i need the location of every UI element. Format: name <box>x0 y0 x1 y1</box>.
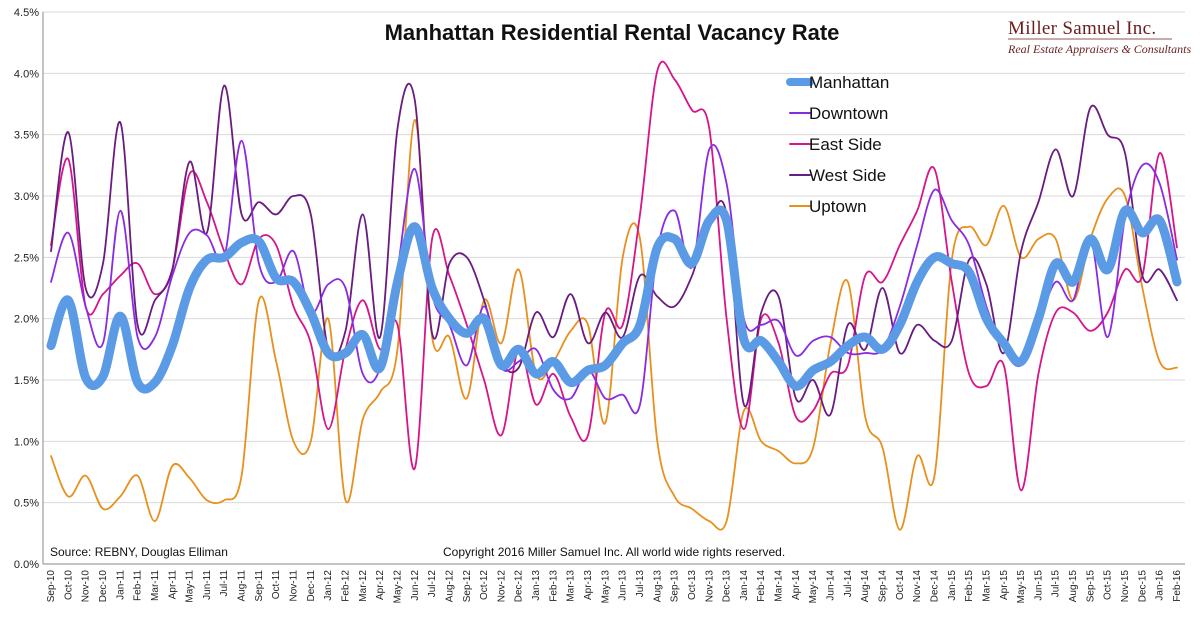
y-axis-ticks: 0.0% 0.5% 1.0% 1.5% 2.0% 2.5% 3.0% 3.5% 4.0% 4.5% <box>14 7 39 571</box>
x-tick-label: Dec-15 <box>1137 570 1148 603</box>
copyright-note: Copyright 2016 Miller Samuel Inc. All wo… <box>443 545 785 559</box>
x-tick-label: Dec-13 <box>722 570 733 603</box>
x-tick-label: Oct-12 <box>479 570 490 600</box>
x-tick-label: Feb-16 <box>1172 570 1183 602</box>
x-tick-label: Jun-15 <box>1033 570 1044 601</box>
x-tick-label: Sep-15 <box>1085 570 1096 603</box>
x-tick-label: Oct-14 <box>895 570 906 600</box>
x-tick-label: Jan-14 <box>739 570 750 601</box>
x-tick-label: Nov-11 <box>289 570 300 602</box>
x-tick-label: Nov-13 <box>704 570 715 603</box>
x-tick-label: Nov-12 <box>496 570 507 603</box>
x-tick-label: Nov-10 <box>81 570 92 603</box>
y-tick-label: 3.5% <box>14 130 39 142</box>
x-tick-label: Aug-14 <box>860 570 871 603</box>
y-tick-label: 2.5% <box>14 252 39 264</box>
x-tick-label: Jun-13 <box>618 570 629 601</box>
y-tick-label: 4.5% <box>14 7 39 19</box>
source-note: Source: REBNY, Douglas Elliman <box>50 545 228 559</box>
x-tick-label: Mar-14 <box>774 570 785 602</box>
x-tick-label: May-11 <box>185 570 196 603</box>
x-tick-label: May-12 <box>392 570 403 604</box>
x-tick-label: Jul-12 <box>427 570 438 598</box>
x-tick-label: Dec-11 <box>306 570 317 602</box>
x-tick-label: Jun-14 <box>826 570 837 601</box>
x-tick-label: Sep-10 <box>46 570 57 603</box>
x-tick-label: Apr-14 <box>791 570 802 600</box>
legend-label-east-side: East Side <box>809 135 882 154</box>
x-tick-label: Dec-10 <box>98 570 109 603</box>
x-tick-label: Jun-12 <box>410 570 421 601</box>
y-tick-label: 2.0% <box>14 314 39 326</box>
x-tick-label: Mar-15 <box>981 570 992 602</box>
y-tick-label: 0.0% <box>14 559 39 571</box>
y-tick-label: 3.0% <box>14 191 39 203</box>
x-tick-label: May-15 <box>1016 570 1027 604</box>
x-tick-label: Sep-12 <box>462 570 473 603</box>
series-lines <box>46 60 1182 531</box>
x-tick-label: Aug-12 <box>444 570 455 603</box>
x-tick-label: Apr-11 <box>167 570 178 600</box>
gridlines <box>42 11 1185 565</box>
x-tick-label: Feb-12 <box>340 570 351 602</box>
x-tick-label: Oct-10 <box>63 570 74 600</box>
x-tick-label: Nov-15 <box>1120 570 1131 603</box>
x-tick-label: Jul-15 <box>1051 570 1062 598</box>
x-tick-label: Jul-14 <box>843 570 854 598</box>
x-tick-label: Feb-13 <box>548 570 559 602</box>
x-tick-label: Feb-14 <box>756 570 767 602</box>
y-tick-label: 0.5% <box>14 498 39 510</box>
x-tick-label: Jul-13 <box>635 570 646 598</box>
series-line-uptown <box>50 118 1178 531</box>
brand-tagline: Real Estate Appraisers & Consultants <box>1007 42 1191 56</box>
x-tick-label: Dec-14 <box>929 570 940 603</box>
x-tick-label: Jan-13 <box>531 570 542 601</box>
x-tick-label: Nov-14 <box>912 570 923 603</box>
x-axis-ticks: Sep-10 Oct-10 Nov-10 Dec-10 Jan-11 Feb-11 Mar-… <box>46 570 1183 604</box>
legend: Manhattan Downtown East Side West Side Uptow… <box>786 73 889 216</box>
series-line-manhattan <box>46 205 1182 394</box>
y-tick-label: 1.0% <box>14 436 39 448</box>
series-line-west-side <box>50 83 1178 417</box>
x-tick-label: Mar-13 <box>566 570 577 602</box>
x-tick-label: Oct-15 <box>1103 570 1114 600</box>
x-tick-label: Jun-11 <box>202 570 213 600</box>
x-tick-label: Jul-11 <box>219 570 230 597</box>
x-tick-label: Aug-15 <box>1068 570 1079 603</box>
x-tick-label: Apr-15 <box>999 570 1010 600</box>
x-tick-label: Apr-13 <box>583 570 594 600</box>
x-tick-label: Mar-11 <box>150 570 161 601</box>
x-tick-label: Jan-12 <box>323 570 334 601</box>
x-tick-label: Sep-14 <box>878 570 889 603</box>
x-tick-label: Jan-11 <box>115 570 126 600</box>
legend-label-uptown: Uptown <box>809 197 867 216</box>
x-tick-label: May-14 <box>808 570 819 604</box>
series-line-east-side <box>50 60 1178 492</box>
chart-title: Manhattan Residential Rental Vacancy Rat… <box>385 20 840 45</box>
x-tick-label: Jan-15 <box>947 570 958 601</box>
x-tick-label: Feb-11 <box>133 570 144 601</box>
x-tick-label: Sep-11 <box>254 570 265 602</box>
y-tick-label: 1.5% <box>14 375 39 387</box>
x-tick-label: Feb-15 <box>964 570 975 602</box>
y-tick-label: 4.0% <box>14 68 39 80</box>
x-tick-label: Jan-16 <box>1155 570 1166 601</box>
x-tick-label: Sep-13 <box>670 570 681 603</box>
brand-name: Miller Samuel Inc. <box>1008 18 1156 39</box>
x-tick-label: Mar-12 <box>358 570 369 602</box>
x-tick-label: Aug-11 <box>237 570 248 602</box>
x-tick-label: Aug-13 <box>652 570 663 603</box>
x-tick-label: Dec-12 <box>514 570 525 603</box>
legend-label-west-side: West Side <box>809 166 886 185</box>
legend-label-downtown: Downtown <box>809 104 888 123</box>
x-tick-label: Oct-11 <box>271 570 282 600</box>
brand-logo: Miller Samuel Inc. Real Estate Appraiser… <box>1007 18 1191 56</box>
x-tick-label: Oct-13 <box>687 570 698 600</box>
legend-label-manhattan: Manhattan <box>809 73 889 92</box>
x-tick-label: Apr-12 <box>375 570 386 600</box>
series-line-downtown <box>50 139 1178 415</box>
x-tick-label: May-13 <box>600 570 611 604</box>
